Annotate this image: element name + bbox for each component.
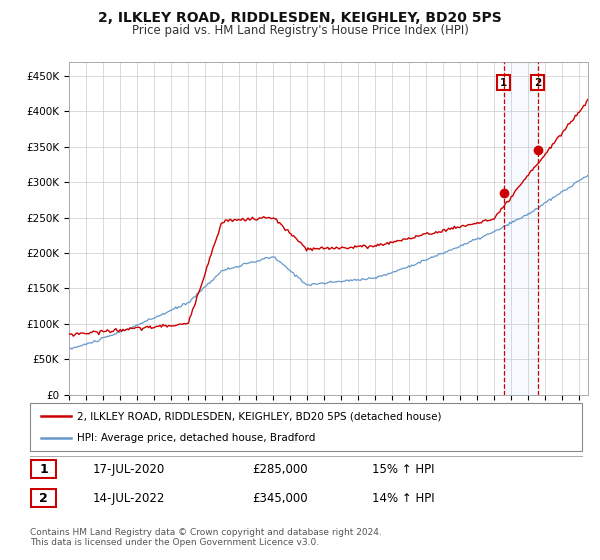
Text: 14-JUL-2022: 14-JUL-2022 — [93, 492, 166, 505]
Text: 2: 2 — [534, 78, 541, 88]
Text: 2, ILKLEY ROAD, RIDDLESDEN, KEIGHLEY, BD20 5PS (detached house): 2, ILKLEY ROAD, RIDDLESDEN, KEIGHLEY, BD… — [77, 411, 442, 421]
Text: £285,000: £285,000 — [252, 463, 308, 476]
Text: £345,000: £345,000 — [252, 492, 308, 505]
Text: 17-JUL-2020: 17-JUL-2020 — [93, 463, 165, 476]
Text: 2: 2 — [39, 492, 48, 505]
FancyBboxPatch shape — [31, 460, 56, 478]
Text: Price paid vs. HM Land Registry's House Price Index (HPI): Price paid vs. HM Land Registry's House … — [131, 24, 469, 36]
Text: 14% ↑ HPI: 14% ↑ HPI — [372, 492, 434, 505]
FancyBboxPatch shape — [31, 489, 56, 507]
Text: 1: 1 — [500, 78, 507, 88]
Bar — [503, 62, 538, 395]
Text: HPI: Average price, detached house, Bradford: HPI: Average price, detached house, Brad… — [77, 433, 315, 443]
Text: 1: 1 — [39, 463, 48, 476]
Text: 2, ILKLEY ROAD, RIDDLESDEN, KEIGHLEY, BD20 5PS: 2, ILKLEY ROAD, RIDDLESDEN, KEIGHLEY, BD… — [98, 11, 502, 25]
FancyBboxPatch shape — [30, 403, 582, 451]
Text: 15% ↑ HPI: 15% ↑ HPI — [372, 463, 434, 476]
Text: Contains HM Land Registry data © Crown copyright and database right 2024.
This d: Contains HM Land Registry data © Crown c… — [30, 528, 382, 547]
